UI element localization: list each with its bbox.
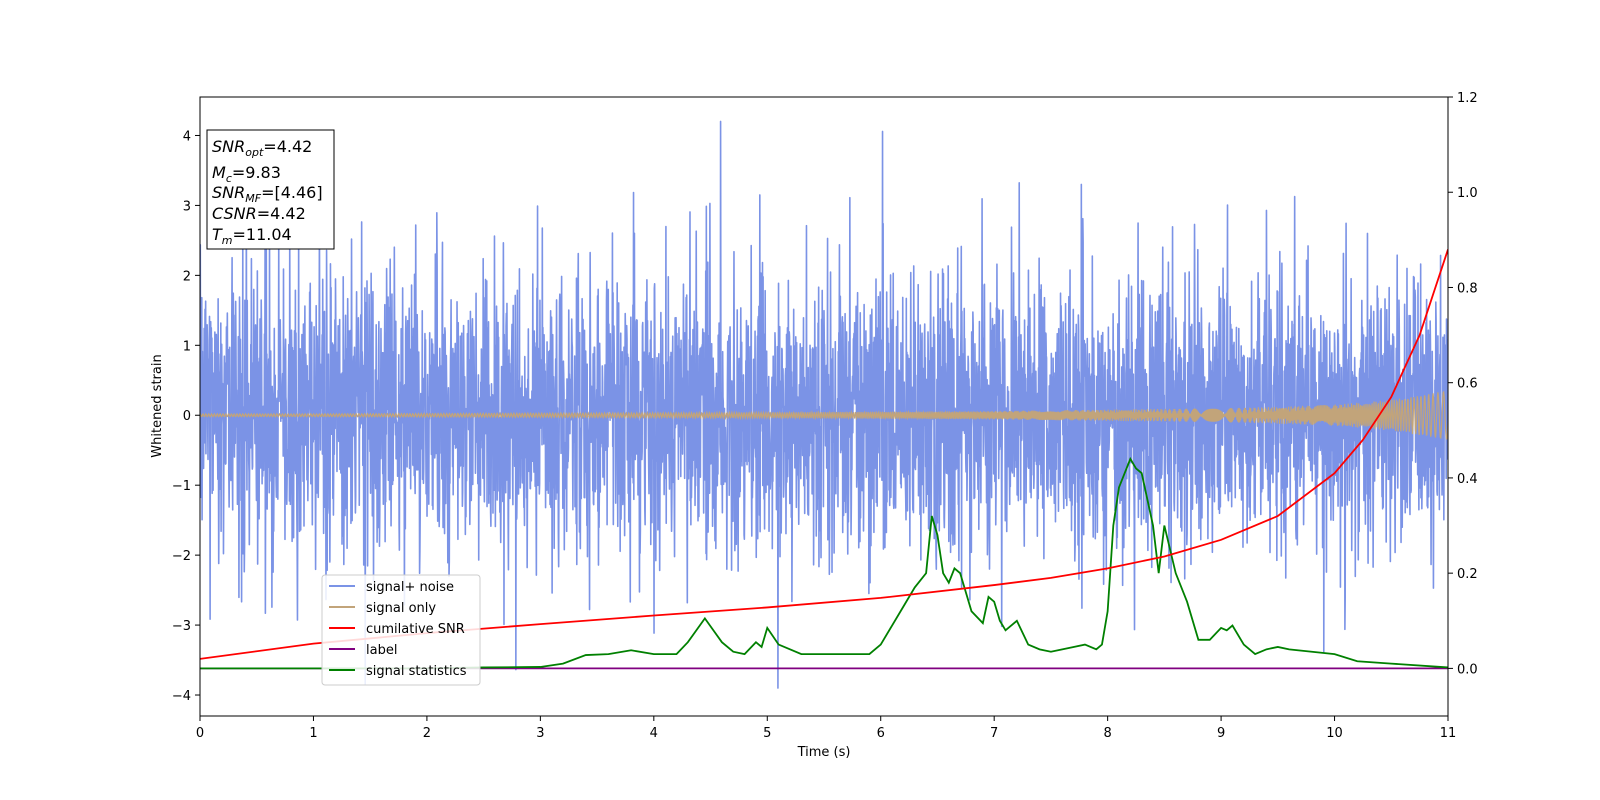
series-cumulative-snr-line [200, 249, 1448, 660]
info-tm-value: =11.04 [233, 225, 292, 244]
y-right-tick-label: 1.2 [1457, 91, 1478, 106]
y-left-tick-label: −1 [172, 479, 191, 494]
y-left-tick-label: −4 [172, 689, 191, 704]
y-right-tick-label: 0.6 [1457, 377, 1478, 392]
y-right-tick-label: 1.0 [1457, 186, 1478, 201]
info-chirp-mass-symbol: M [212, 163, 226, 182]
x-axis-label: Time (s) [797, 745, 851, 760]
info-snr-opt-symbol: SNR [212, 137, 245, 156]
info-csnr: CSNR=4.42 [212, 204, 306, 223]
info-snr-opt-subscript: opt [245, 146, 264, 159]
info-box: SNRopt=4.42 Mc=9.83 SNRMF=[4.46] CSNR=4.… [206, 129, 335, 250]
x-tick-label: 2 [423, 726, 431, 741]
y-left-tick-label: 2 [183, 269, 191, 284]
info-snr-opt-value: =4.42 [263, 137, 312, 156]
legend-label-cumulative-snr: cumilative SNR [366, 622, 465, 637]
info-snr-mf: SNRMF=[4.46] [212, 183, 323, 205]
x-tick-label: 7 [990, 726, 998, 741]
x-tick-label: 6 [877, 726, 885, 741]
x-tick-label: 1 [309, 726, 317, 741]
series-signal-only-line [200, 390, 1448, 440]
series-signal-noise-line [200, 120, 1448, 689]
info-csnr-symbol: CSNR [212, 204, 257, 223]
info-csnr-value: =4.42 [257, 204, 306, 223]
x-tick-label: 4 [650, 726, 658, 741]
info-chirp-mass-value: =9.83 [232, 163, 281, 182]
info-snr-mf-value: =[4.46] [261, 183, 323, 202]
y-left-tick-label: 3 [183, 199, 191, 214]
x-tick-label: 0 [196, 726, 204, 741]
y-right-tick-label: 0.0 [1457, 662, 1478, 677]
y-axis-left: 4 3 2 1 0 −1 −2 −3 −4 [172, 129, 200, 704]
x-tick-label: 9 [1217, 726, 1225, 741]
info-tm-symbol: T [212, 225, 223, 244]
x-tick-label: 5 [763, 726, 771, 741]
x-tick-label: 3 [536, 726, 544, 741]
x-tick-label: 8 [1103, 726, 1111, 741]
y-axis-label: Whitened strain [150, 354, 165, 457]
legend-frame [321, 574, 481, 686]
legend-label-signal-statistics: signal statistics [366, 664, 467, 679]
y-left-tick-label: 4 [183, 129, 191, 144]
y-left-tick-label: −2 [172, 549, 191, 564]
info-snr-opt: SNRopt=4.42 [212, 137, 312, 159]
x-axis: 0 1 2 3 4 5 6 7 8 9 10 11 [196, 716, 1456, 741]
y-left-tick-label: −3 [172, 619, 191, 634]
legend-label-label: label [366, 643, 397, 658]
y-left-tick-label: 1 [183, 339, 191, 354]
info-snr-mf-symbol: SNR [212, 183, 245, 202]
info-chirp-mass-subscript: c [226, 172, 232, 185]
y-right-tick-label: 0.4 [1457, 472, 1478, 487]
info-snr-mf-subscript: MF [245, 192, 261, 205]
y-right-tick-label: 0.8 [1457, 281, 1478, 296]
x-tick-label: 10 [1326, 726, 1343, 741]
y-axis-right: 1.2 1.0 0.8 0.6 0.4 0.2 0.0 [1448, 91, 1478, 677]
info-box-frame [206, 129, 335, 250]
info-tm: Tm=11.04 [212, 225, 292, 247]
y-left-tick-label: 0 [183, 409, 191, 424]
y-right-tick-label: 0.2 [1457, 567, 1478, 582]
plot-frame [199, 96, 1449, 717]
series-signal-statistics-line [200, 456, 1448, 670]
legend-label-signal-noise: signal+ noise [366, 580, 454, 595]
info-tm-subscript: m [222, 234, 233, 247]
legend-label-signal-only: signal only [366, 601, 436, 616]
info-chirp-mass: Mc=9.83 [212, 163, 281, 185]
x-tick-label: 11 [1440, 726, 1457, 741]
legend: signal+ noise signal only cumilative SNR… [321, 574, 481, 686]
